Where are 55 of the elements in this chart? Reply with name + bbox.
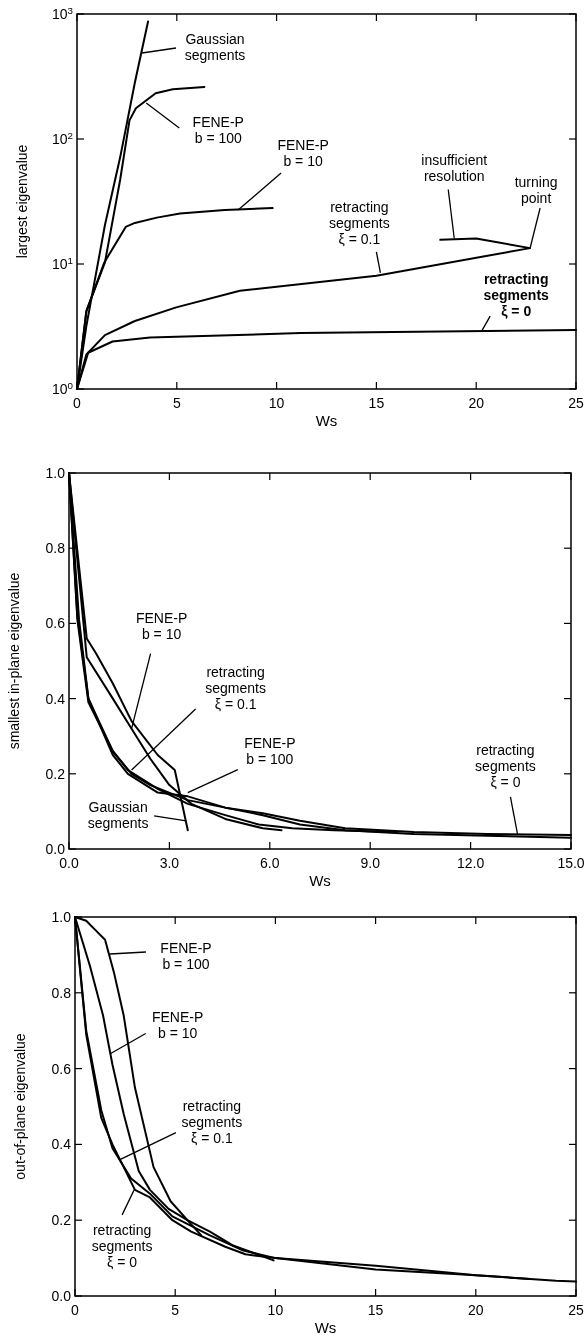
x-tick-label: 15.0 [557,855,585,871]
annotation: Gaussian segments [184,31,246,63]
y-tick-label: 10$^{1}$ [51,254,73,272]
x-tick-label: 12.0 [456,855,485,871]
x-axis-title: Ws [309,872,331,889]
y-tick-label: 0.4 [45,690,66,707]
x-tick-label: 0 [71,1302,80,1318]
annotation: insufficient resolution [421,152,488,185]
x-tick-label: 3.0 [159,855,180,871]
annotation: retracting segments ξ = 0 [91,1221,153,1270]
y-tick-label: 0.6 [45,615,66,632]
y-tick-label: 0.4 [51,1136,72,1153]
annotation: retracting segments ξ = 0 [475,741,536,790]
annotation: FENE-P b = 10 [277,137,329,170]
y-tick-label: 0.8 [45,540,66,557]
x-tick-label: 15 [367,1302,384,1318]
y-tick-label: 10$^{2}$ [51,129,73,147]
y-tick-label: 10$^{3}$ [51,4,74,22]
annotation: retracting segments ξ = 0 [483,271,550,320]
x-tick-label: 9.0 [360,855,381,871]
y-tick-label: 0.6 [51,1060,72,1077]
x-tick-label: 25 [568,1302,584,1318]
y-tick-label: 0.8 [51,984,72,1001]
annotation: FENE-P b = 10 [152,1009,204,1042]
y-tick-label: 1.0 [51,909,72,925]
y-tick-label: 0.0 [45,841,66,857]
y-axis-title: smallest in-plane eigenvalue [6,572,22,750]
y-tick-label: 0.2 [45,765,66,782]
x-tick-label: 25 [568,395,584,411]
x-axis-title: Ws [315,412,338,429]
annotation: turning point [514,174,558,207]
annotation: retracting segments ξ = 0.1 [329,198,390,247]
x-tick-label: 5 [171,1302,180,1318]
y-tick-label: 0.2 [51,1212,72,1229]
annotation: retracting segments ξ = 0.1 [181,1097,243,1146]
annotation: Gaussian segments [87,798,149,831]
y-axis-title: out-of-plane eigenvalue [12,1033,28,1180]
y-tick-label: 0.0 [51,1288,72,1304]
y-axis-title: largest eigenvalue [14,144,30,259]
x-tick-label: 5 [172,395,181,411]
x-tick-label: 20 [468,395,485,411]
annotation: FENE-P b = 100 [160,940,212,972]
x-tick-label: 6.0 [260,855,280,871]
x-tick-label: 10 [267,1302,284,1318]
annotation: FENE-P b = 100 [244,734,296,767]
annotation: retracting segments ξ = 0.1 [205,664,266,713]
annotation: FENE-P b = 10 [135,609,188,642]
y-tick-label: 1.0 [45,465,66,481]
x-tick-label: 10 [268,395,285,411]
x-tick-label: 0 [73,395,82,411]
x-axis-title: Ws [314,1319,337,1336]
y-tick-label: 10$^{0}$ [51,379,74,397]
x-tick-label: 20 [468,1302,484,1318]
x-tick-label: 15 [368,395,385,411]
annotation: FENE-P b = 100 [192,114,244,147]
